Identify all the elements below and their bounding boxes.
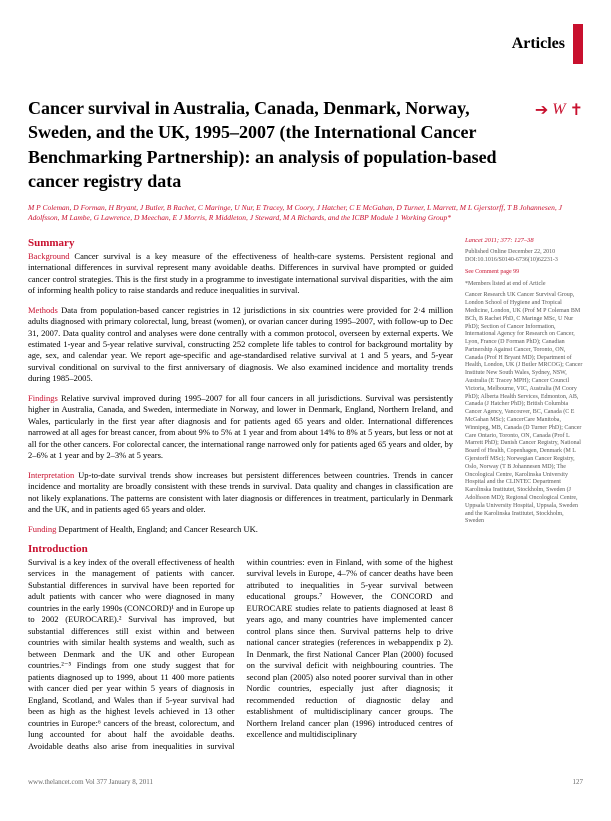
interpretation-label: Interpretation [28, 470, 74, 480]
header-redbar [573, 24, 583, 64]
title-icons: ➔ W ✝ [535, 100, 583, 120]
published-info: Published Online December 22, 2010 DOI:1… [465, 249, 583, 265]
intro-body: Survival is a key index of the overall e… [28, 557, 453, 752]
intro-heading: Introduction [28, 543, 453, 555]
cross-icon: ✝ [570, 100, 583, 120]
methods-text: Data from population-based cancer regist… [28, 305, 453, 384]
members-note: *Members listed at end of Article [465, 281, 583, 289]
citation: Lancet 2011; 377: 127–38 [465, 237, 583, 245]
findings-label: Findings [28, 393, 58, 403]
footer: www.thelancet.com Vol 377 January 8, 201… [28, 772, 583, 786]
footer-left: www.thelancet.com Vol 377 January 8, 201… [28, 778, 153, 786]
summary-methods: Methods Data from population-based cance… [28, 305, 453, 385]
header: Articles [28, 24, 583, 64]
section-label: Articles [512, 35, 565, 53]
main-column: Summary Background Cancer survival is a … [28, 237, 453, 752]
summary-funding: Funding Department of Health, England; a… [28, 524, 453, 535]
funding-label: Funding [28, 524, 56, 534]
background-text: Cancer survival is a key measure of the … [28, 251, 453, 295]
article-title: Cancer survival in Australia, Canada, De… [28, 96, 527, 193]
findings-text: Relative survival improved during 1995–2… [28, 393, 453, 460]
interpretation-text: Up-to-date survival trends show increase… [28, 470, 453, 514]
funding-text: Department of Health, England; and Cance… [56, 524, 258, 534]
see-comment: See Comment page 99 [465, 269, 583, 277]
summary-interpretation: Interpretation Up-to-date survival trend… [28, 470, 453, 516]
summary-background: Background Cancer survival is a key meas… [28, 251, 453, 297]
w-icon: W [552, 101, 565, 119]
methods-label: Methods [28, 305, 58, 315]
affiliations: Cancer Research UK Cancer Survival Group… [465, 292, 583, 526]
summary-findings: Findings Relative survival improved duri… [28, 393, 453, 462]
sidebar: Lancet 2011; 377: 127–38 Published Onlin… [465, 237, 583, 752]
footer-right: 127 [573, 778, 584, 786]
authors: M P Coleman, D Forman, H Bryant, J Butle… [28, 203, 583, 223]
arrow-icon: ➔ [535, 100, 548, 120]
summary-heading: Summary [28, 237, 453, 249]
background-label: Background [28, 251, 70, 261]
